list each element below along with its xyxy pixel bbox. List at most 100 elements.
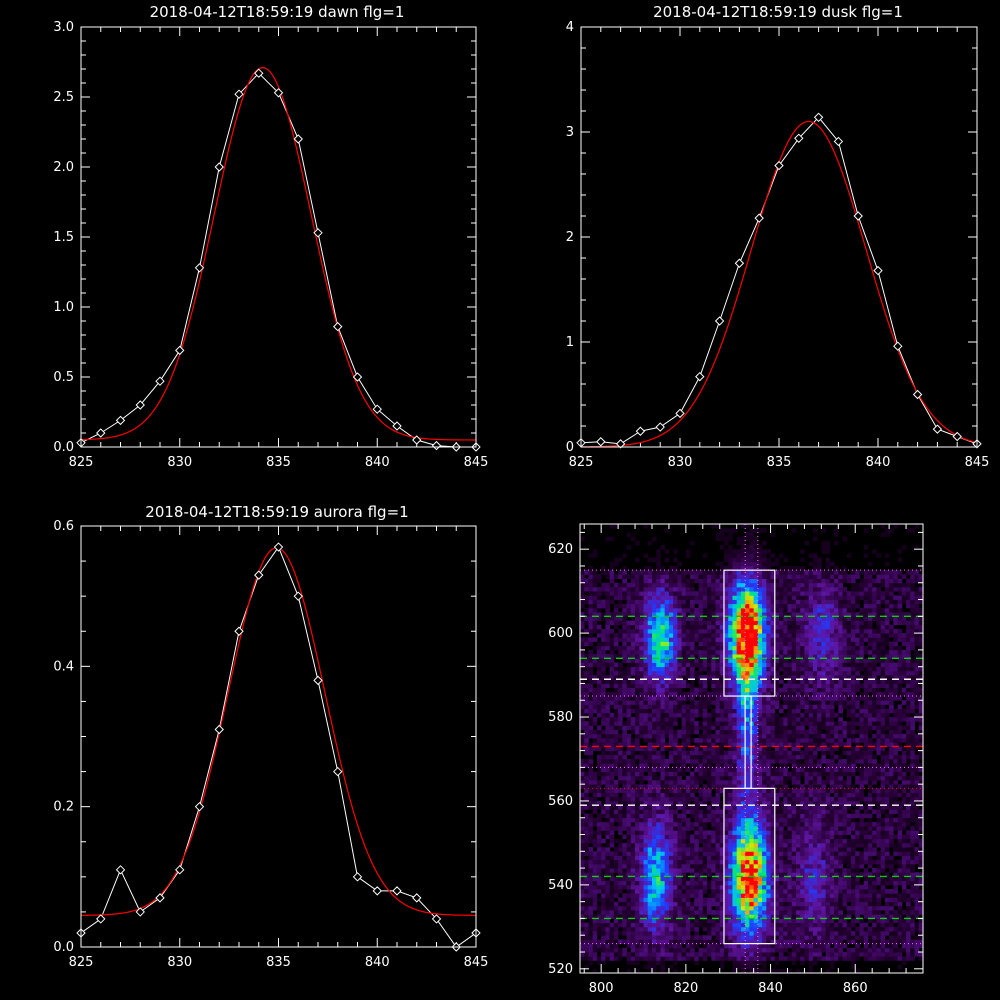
heatmap-cell xyxy=(668,863,674,869)
heatmap-cell xyxy=(774,968,780,973)
heatmap-cell xyxy=(715,662,721,668)
heatmap-cell xyxy=(766,746,771,751)
heatmap-cell xyxy=(685,901,691,907)
heatmap-cell xyxy=(698,847,704,852)
heatmap-cell xyxy=(673,612,678,617)
heatmap-cell xyxy=(643,800,649,806)
heatmap-cell xyxy=(601,696,606,701)
heatmap-cell xyxy=(609,884,615,890)
heatmap-cell xyxy=(774,725,780,731)
heatmap-cell xyxy=(694,725,699,731)
heatmap-cell xyxy=(732,654,738,659)
heatmap-cell xyxy=(711,809,716,814)
heatmap-cell xyxy=(698,666,704,672)
heatmap-cell xyxy=(715,599,721,605)
heatmap-cell xyxy=(702,876,708,882)
heatmap-cell xyxy=(736,889,742,894)
heatmap-cell xyxy=(681,717,687,722)
heatmap-cell xyxy=(618,683,623,689)
heatmap-cell xyxy=(651,830,657,835)
heatmap-cell xyxy=(588,729,594,735)
heatmap-cell xyxy=(668,926,674,932)
heatmap-cell xyxy=(690,872,695,877)
heatmap-cell xyxy=(588,746,594,751)
heatmap-cell xyxy=(736,733,742,739)
heatmap-cell xyxy=(643,586,649,592)
heatmap-cell xyxy=(698,910,704,915)
heatmap-cell xyxy=(592,842,598,848)
heatmap-cell xyxy=(749,675,755,680)
heatmap-cell xyxy=(766,842,771,848)
heatmap-cell xyxy=(732,754,738,760)
heatmap-cell xyxy=(698,670,704,676)
heatmap-cell xyxy=(660,821,666,827)
heatmap-cell xyxy=(580,926,585,932)
heatmap-cell xyxy=(660,624,666,630)
heatmap-cell xyxy=(618,586,623,592)
heatmap-cell xyxy=(592,599,598,605)
heatmap-cell xyxy=(753,813,759,819)
heatmap-cell xyxy=(660,754,666,760)
heatmap-cell xyxy=(732,872,738,877)
heatmap-cell xyxy=(753,561,759,567)
heatmap-cell xyxy=(635,574,640,579)
heatmap-cell xyxy=(596,926,602,932)
heatmap-cell xyxy=(723,813,729,819)
heatmap-cell xyxy=(647,901,653,907)
heatmap-cell xyxy=(690,935,695,940)
heatmap-cell xyxy=(707,612,712,617)
heatmap-cell xyxy=(723,880,729,886)
heatmap-cell xyxy=(580,859,585,865)
heatmap-cell xyxy=(613,691,619,697)
heatmap-cell xyxy=(749,574,755,579)
heatmap-cell xyxy=(592,914,598,919)
heatmap-cell xyxy=(745,746,750,751)
heatmap-cell xyxy=(762,574,767,579)
heatmap-cell xyxy=(605,842,611,848)
heatmap-cell xyxy=(601,591,606,596)
heatmap-cell xyxy=(707,691,712,697)
heatmap-cell xyxy=(745,742,750,747)
heatmap-cell xyxy=(656,704,661,710)
heatmap-cell xyxy=(757,612,763,617)
heatmap-cell xyxy=(766,897,771,903)
heatmap-cell xyxy=(596,733,602,739)
heatmap-cell xyxy=(584,910,589,915)
heatmap-cell xyxy=(677,805,683,810)
heatmap-cell xyxy=(601,872,606,877)
heatmap-cell xyxy=(779,662,784,668)
heatmap-cell xyxy=(626,624,632,630)
heatmap-cell xyxy=(723,826,729,831)
heatmap-cell xyxy=(584,586,589,592)
heatmap-cell xyxy=(766,574,771,579)
heatmap-cell xyxy=(757,910,763,915)
heatmap-cell xyxy=(774,729,780,735)
heatmap-cell xyxy=(715,872,721,877)
heatmap-cell xyxy=(580,662,585,668)
heatmap-cell xyxy=(698,905,704,911)
heatmap-cell xyxy=(647,826,653,831)
heatmap-cell xyxy=(694,758,699,764)
heatmap-cell xyxy=(626,633,632,638)
heatmap-cell xyxy=(762,897,767,903)
heatmap-cell xyxy=(635,628,640,634)
heatmap-cell xyxy=(779,868,784,873)
heatmap-cell xyxy=(732,553,738,558)
heatmap-cell xyxy=(698,607,704,613)
heatmap-cell xyxy=(635,595,640,600)
heatmap-cell xyxy=(702,704,708,710)
heatmap-cell xyxy=(605,851,611,856)
heatmap-cell xyxy=(762,729,767,735)
heatmap-cell xyxy=(745,708,750,714)
heatmap-cell xyxy=(787,628,793,634)
heatmap-cell xyxy=(787,813,793,819)
heatmap-cell xyxy=(740,792,746,798)
heatmap-cell xyxy=(715,758,721,764)
heatmap-cell xyxy=(613,729,619,735)
heatmap-cell xyxy=(609,830,615,835)
heatmap-cell xyxy=(774,926,780,932)
heatmap-cell xyxy=(779,947,784,953)
heatmap-cell xyxy=(592,779,598,785)
heatmap-cell xyxy=(635,880,640,886)
heatmap-cell xyxy=(673,729,678,735)
